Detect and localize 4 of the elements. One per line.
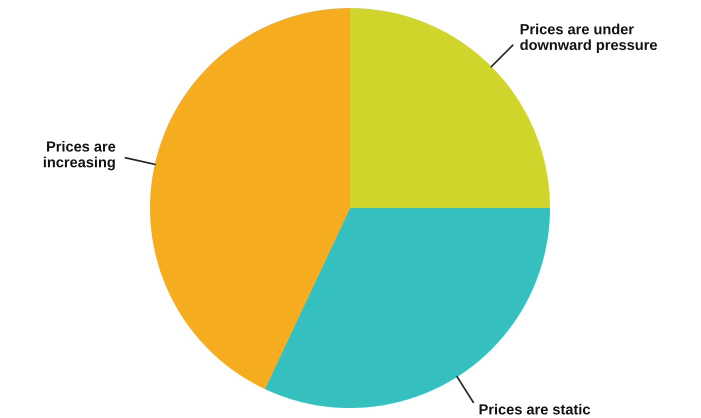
slice-label: Prices are static bbox=[480, 404, 590, 415]
pie-slice bbox=[150, 8, 350, 389]
slice-label: Prices are increasing bbox=[44, 140, 116, 170]
slice-label: Prices are under downward pressure bbox=[520, 24, 657, 53]
